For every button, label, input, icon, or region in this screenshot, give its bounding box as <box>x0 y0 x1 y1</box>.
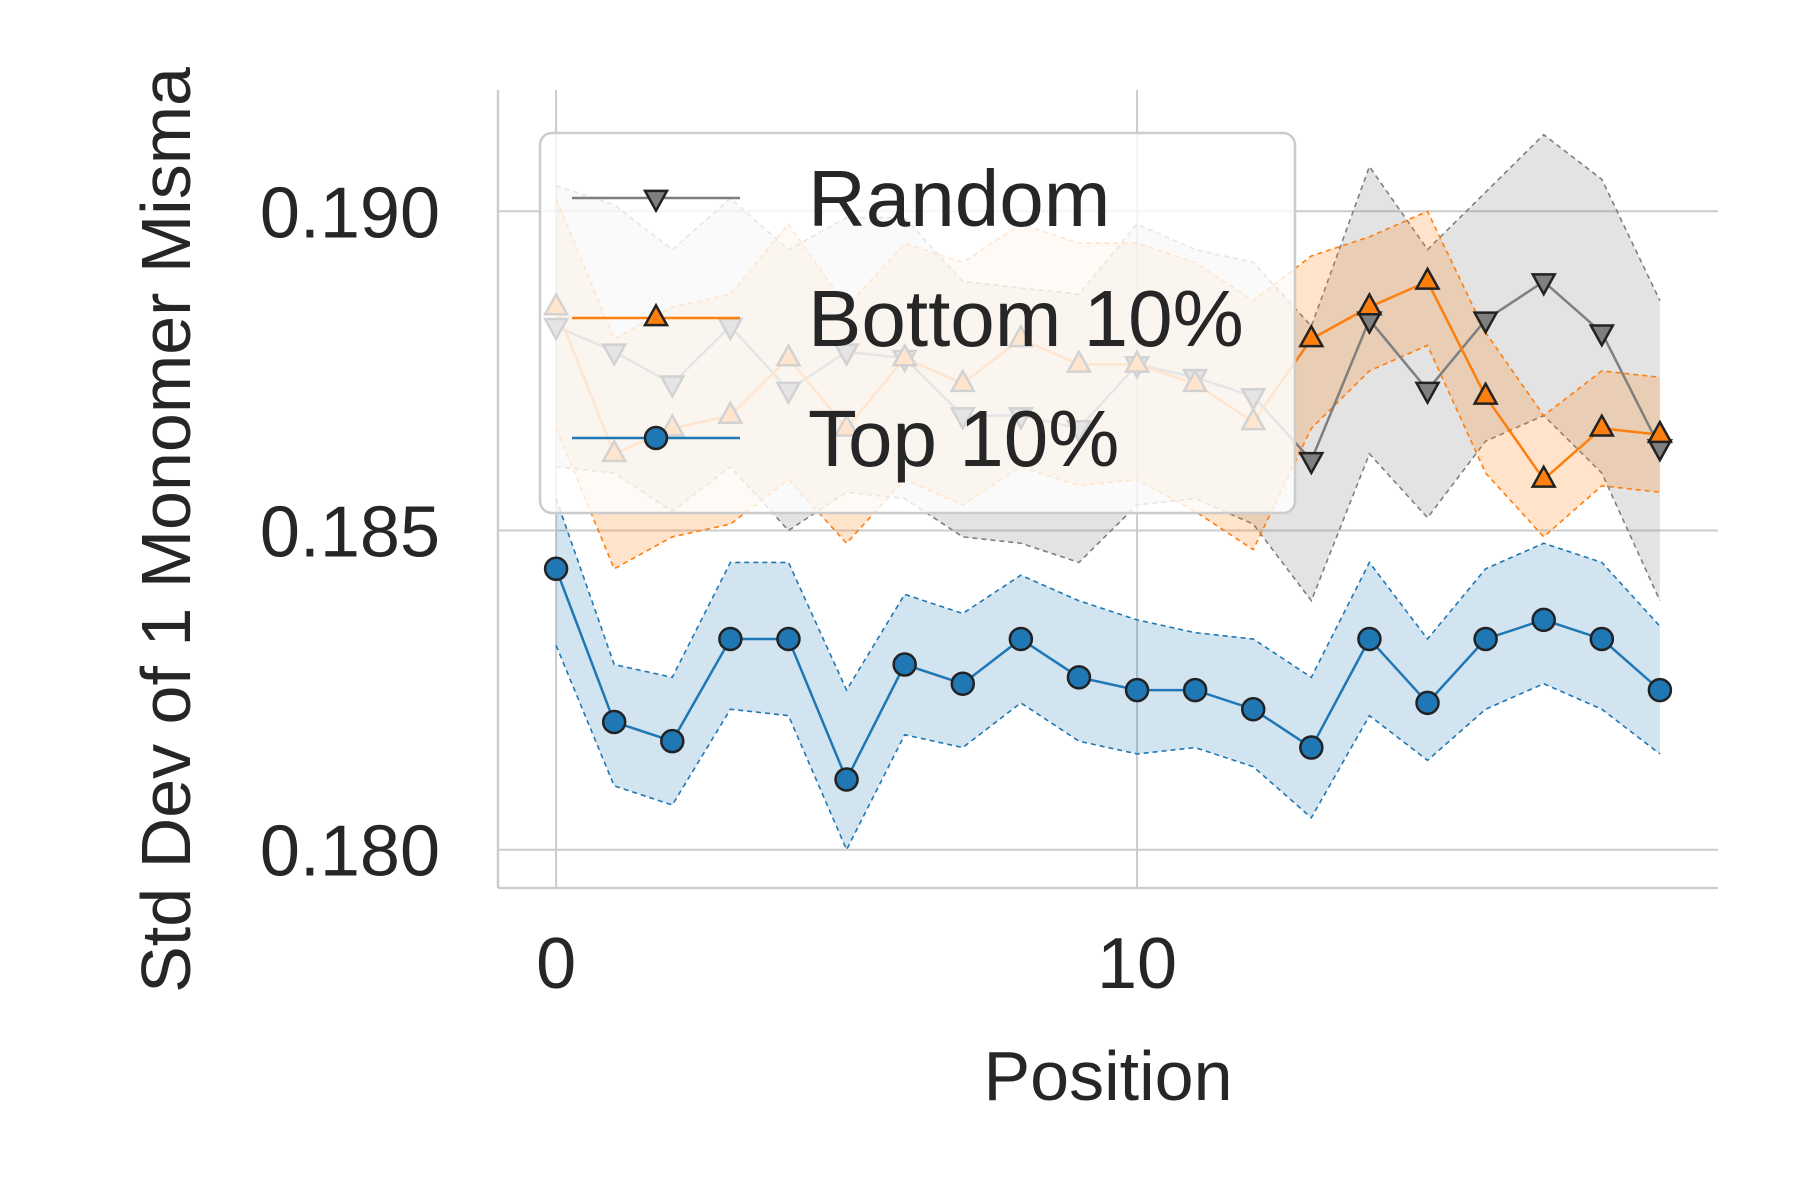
top-10-point <box>1182 677 1208 703</box>
top-10-point <box>1008 626 1034 652</box>
random-point <box>1530 273 1557 297</box>
axes <box>496 90 1718 890</box>
legend: Random Bottom 10% Top 10% <box>538 131 1297 515</box>
bottom-10-point <box>1356 291 1383 316</box>
bottom-10-point <box>1530 464 1557 488</box>
legend-marker-random <box>642 189 670 214</box>
top-10-point <box>1357 626 1382 652</box>
top-10-point <box>1240 696 1266 722</box>
top-10-point <box>776 626 801 652</box>
top-10-point <box>950 671 976 696</box>
top-10-point <box>1066 665 1092 690</box>
top-10-point <box>1647 677 1673 703</box>
top-10-band-upper-edge <box>555 498 1661 692</box>
y-tick-label: 0.185 <box>260 492 440 572</box>
top-10-point <box>1589 626 1615 652</box>
x-tick-label: 0 <box>536 924 576 1004</box>
random-point <box>1414 381 1441 406</box>
y-tick-label: 0.190 <box>260 173 440 253</box>
legend-marker-bottom-10 <box>642 302 670 327</box>
top-10-point <box>543 556 569 582</box>
top-10-band <box>556 498 1660 850</box>
top-10-point <box>601 709 627 735</box>
tick-labels: 0 10 0.180 0.185 0.190 <box>260 173 1177 1004</box>
bottom-10-point <box>1588 413 1615 437</box>
top-10-point <box>1473 626 1498 652</box>
random-point <box>1472 311 1499 336</box>
x-axis-label: Position <box>983 1037 1232 1115</box>
legend-label-top-10: Top 10% <box>808 394 1119 483</box>
top-10-point <box>1415 690 1440 716</box>
x-tick-label: 10 <box>1097 924 1177 1004</box>
top-10-point <box>892 652 917 677</box>
legend-label-random: Random <box>808 154 1110 243</box>
legend-label-bottom-10: Bottom 10% <box>808 274 1244 363</box>
y-axis-label: Std Dev of 1 Monomer Misma <box>127 67 205 993</box>
top-10-point <box>1531 607 1556 633</box>
legend-marker-top-10 <box>643 425 669 451</box>
bottom-10-point <box>1472 381 1499 405</box>
bottom-10-point <box>1646 419 1674 444</box>
top-10-point <box>834 767 859 792</box>
bottom-10-point <box>1298 323 1325 348</box>
legend-box <box>538 131 1297 515</box>
top-10-band-lower-edge <box>555 645 1661 852</box>
bottom-10-point <box>1414 266 1441 290</box>
random-point <box>1588 324 1615 348</box>
y-tick-label: 0.180 <box>260 812 440 892</box>
top-10-point <box>1124 677 1150 703</box>
random-point <box>1298 451 1325 476</box>
top-10-point <box>718 626 743 652</box>
top-10-point <box>1299 735 1324 760</box>
top-10-point <box>660 728 685 754</box>
random-band-lower-edge <box>556 414 1661 603</box>
